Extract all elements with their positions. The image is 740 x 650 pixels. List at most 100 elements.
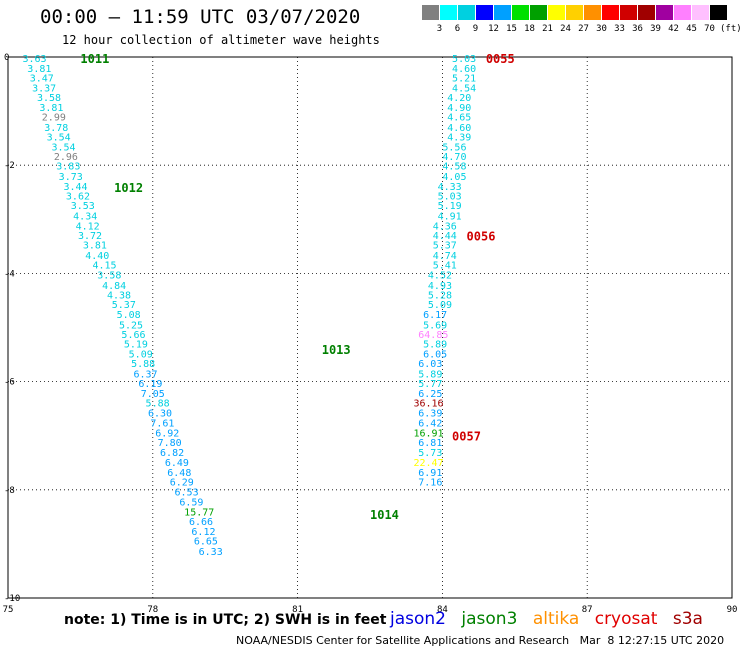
wave-height-value: 3.73 <box>59 172 83 183</box>
legend-label: 36 <box>632 24 643 34</box>
wave-height-value: 4.38 <box>107 290 131 301</box>
satellite-cryosat: cryosat <box>594 609 658 629</box>
wave-height-value: 3.58 <box>97 270 121 281</box>
satellite-altika: altika <box>532 609 580 629</box>
x-tick-label: 78 <box>147 605 158 615</box>
wave-height-value: 6.39 <box>418 408 442 419</box>
wave-height-value: 3.44 <box>64 182 88 193</box>
legend-label: 12 <box>488 24 499 34</box>
wave-height-value: 5.73 <box>418 448 442 459</box>
y-tick-label: -10 <box>4 594 20 604</box>
wave-height-value: 6.49 <box>165 458 189 469</box>
wave-height-value: 7.16 <box>418 478 442 489</box>
credit-line: NOAA/NESDIS Center for Satellite Applica… <box>236 634 725 647</box>
legend-label: 39 <box>650 24 661 34</box>
legend-label: 18 <box>524 24 535 34</box>
legend-label: 3 <box>436 24 443 34</box>
wave-height-value: 5.37 <box>433 241 457 252</box>
legend-label: 42 <box>668 24 679 34</box>
wave-height-value: 4.84 <box>102 281 126 292</box>
wave-height-value: 3.63 <box>22 54 46 65</box>
wave-height-value: 4.33 <box>438 182 462 193</box>
wave-height-value: 4.15 <box>92 261 116 272</box>
x-tick-label: 87 <box>582 605 593 615</box>
chart-title: 00:00 – 11:59 UTC 03/07/2020 <box>40 6 361 28</box>
wave-height-value: 6.03 <box>418 359 442 370</box>
legend-label: 24 <box>560 24 571 34</box>
wave-height-value: 7.05 <box>141 389 165 400</box>
wave-height-value: 4.20 <box>447 93 471 104</box>
satellite-s3a: s3a <box>672 609 703 629</box>
track-label: 0056 <box>467 230 496 244</box>
wave-height-value: 5.08 <box>117 310 141 321</box>
wave-height-value: 5.03 <box>438 191 462 202</box>
wave-height-value: 6.66 <box>189 517 213 528</box>
legend-swatch <box>440 5 457 20</box>
legend-swatch <box>530 5 547 20</box>
chart-subtitle: 12 hour collection of altimeter wave hei… <box>62 33 380 47</box>
y-tick-label: -6 <box>4 378 15 388</box>
legend-label: 21 <box>542 24 553 34</box>
legend-label: 30 <box>596 24 607 34</box>
y-tick-label: -8 <box>4 486 15 496</box>
wave-height-value: 5.09 <box>129 349 153 360</box>
footer-note: note: 1) Time is in UTC; 2) SWH is in fe… <box>64 612 387 628</box>
track-label: 1011 <box>80 52 109 66</box>
wave-height-value: 6.12 <box>191 527 215 538</box>
x-tick-label: 81 <box>292 605 303 615</box>
wave-height-value: 15.77 <box>184 507 214 518</box>
legend-swatch <box>458 5 475 20</box>
wave-height-value: 5.19 <box>124 340 148 351</box>
wave-height-value: 3.81 <box>83 241 107 252</box>
wave-height-value: 4.44 <box>433 231 457 242</box>
wave-height-value: 5.25 <box>119 320 143 331</box>
legend-swatch <box>512 5 529 20</box>
wave-height-value: 6.59 <box>179 498 203 509</box>
wave-height-value: 4.36 <box>433 221 457 232</box>
legend-label: 45 <box>686 24 697 34</box>
wave-height-value: 6.48 <box>167 468 191 479</box>
wave-height-value: 6.81 <box>418 438 442 449</box>
wave-height-value: 3.81 <box>39 103 63 114</box>
wave-height-value: 5.88 <box>146 399 170 410</box>
track-label: 1014 <box>370 508 399 522</box>
wave-height-value: 3.37 <box>32 83 56 94</box>
wave-height-value: 4.12 <box>76 221 100 232</box>
wave-height-value: 5.21 <box>452 74 476 85</box>
wave-height-value: 6.25 <box>418 389 442 400</box>
wave-height-value: 6.92 <box>155 428 179 439</box>
wave-height-value: 36.16 <box>413 399 443 410</box>
wave-height-value: 3.62 <box>66 191 90 202</box>
satellite-legend: jason2 jason3 altika cryosat s3a <box>390 609 713 629</box>
wave-height-value: 4.65 <box>447 113 471 124</box>
wave-height-value: 5.37 <box>112 300 136 311</box>
wave-height-value: 64.85 <box>418 330 448 341</box>
wave-height-value: 4.74 <box>433 251 457 262</box>
wave-height-value: 5.69 <box>423 320 447 331</box>
wave-height-value: 5.19 <box>438 201 462 212</box>
wave-height-value: 4.58 <box>442 162 466 173</box>
legend-swatch <box>620 5 637 20</box>
wave-height-value: 6.19 <box>138 379 162 390</box>
x-tick-label: 75 <box>3 605 14 615</box>
x-tick-label: 90 <box>727 605 738 615</box>
track-label: 0057 <box>452 430 481 444</box>
y-tick-label: -2 <box>4 161 15 171</box>
wave-height-value: 6.30 <box>148 408 172 419</box>
wave-height-value: 4.91 <box>438 212 462 223</box>
wave-height-value: 5.89 <box>423 340 447 351</box>
wave-height-value: 3.54 <box>51 142 75 153</box>
satellite-jason2: jason2 <box>390 609 446 629</box>
wave-height-value: 5.03 <box>452 54 476 65</box>
wave-height-value: 3.47 <box>30 74 54 85</box>
wave-height-value: 3.53 <box>71 201 95 212</box>
legend-label: 70 <box>704 24 715 34</box>
wave-height-value: 4.93 <box>428 281 452 292</box>
wave-height-value: 5.77 <box>418 379 442 390</box>
wave-height-value: 3.58 <box>37 93 61 104</box>
legend-swatch <box>584 5 601 20</box>
legend-swatch <box>656 5 673 20</box>
wave-height-value: 5.28 <box>428 290 452 301</box>
wave-height-value: 4.40 <box>85 251 109 262</box>
wave-height-value: 5.09 <box>428 300 452 311</box>
